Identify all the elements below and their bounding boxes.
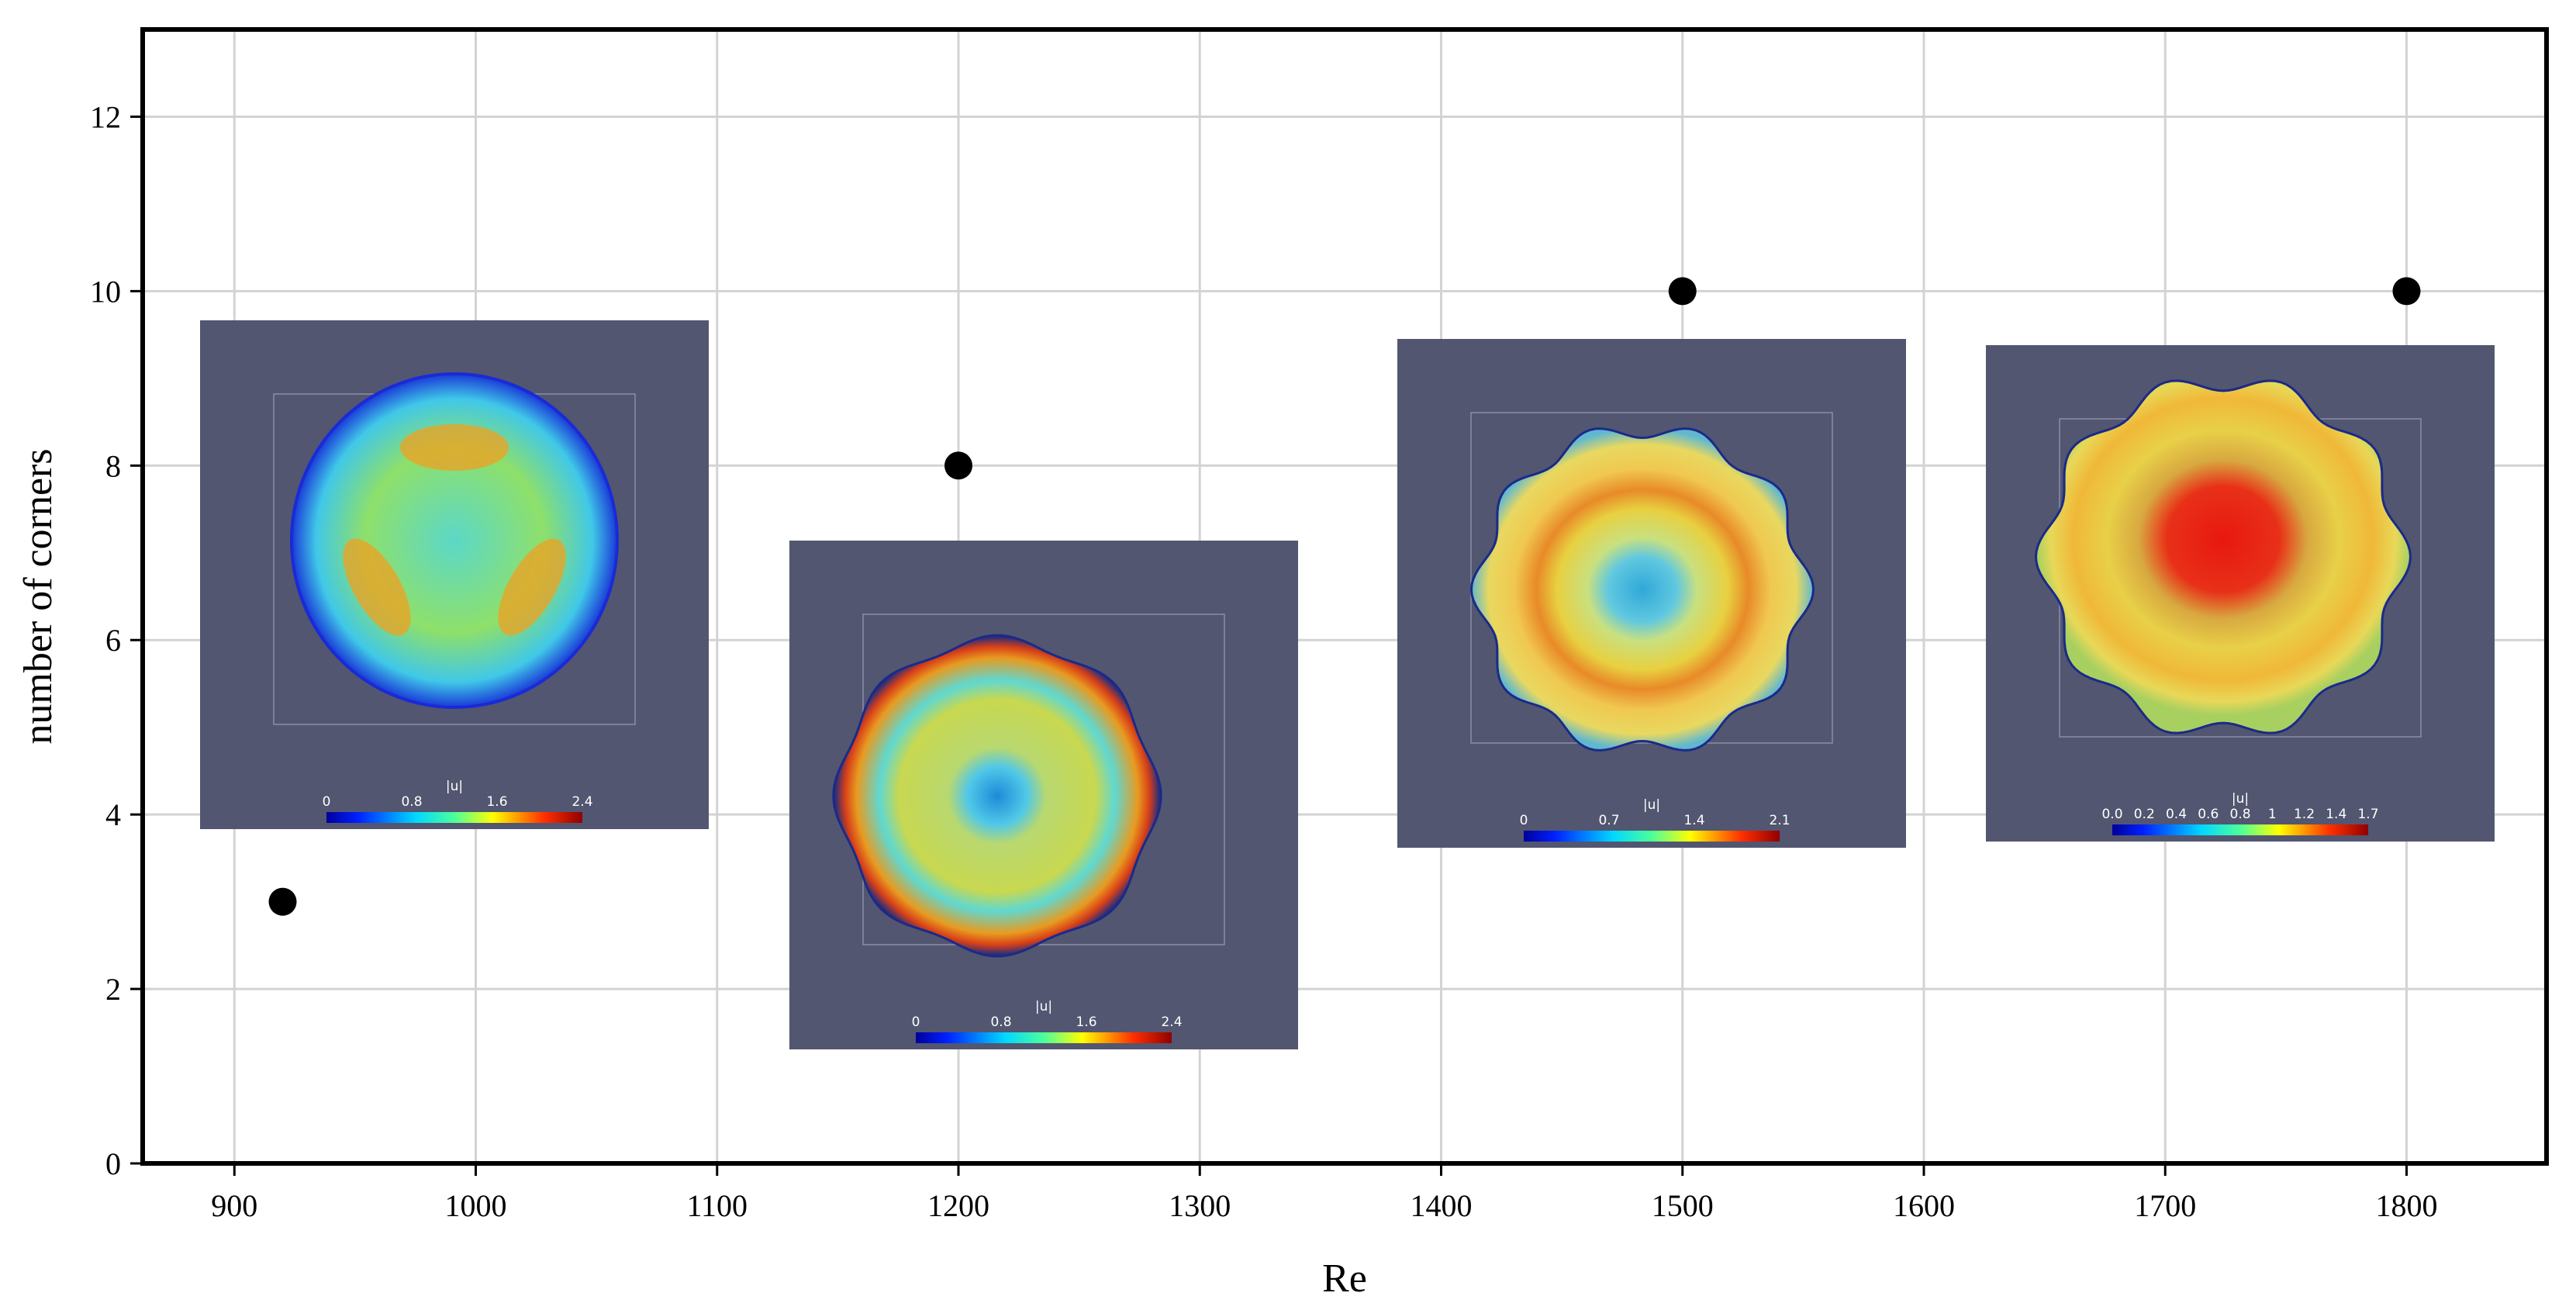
data-point bbox=[1668, 277, 1697, 306]
colorbar-title: |u| bbox=[2232, 791, 2249, 807]
colorbar-tick-label: 0.6 bbox=[2198, 807, 2219, 822]
colorbar-tick-label: 0 bbox=[323, 794, 331, 810]
x-tick-label: 1700 bbox=[2134, 1188, 2196, 1223]
inset-images: |u|0 0.8 1.6 2.4|u|0 0.8 1.6 2.4|u|0 0.7 1.4 2.1|… bbox=[200, 320, 2495, 1049]
colorbar-title: |u| bbox=[1035, 999, 1052, 1014]
y-tick-label: 6 bbox=[105, 623, 121, 658]
plot-frame bbox=[140, 27, 2549, 1166]
y-tick-label: 10 bbox=[90, 274, 121, 309]
y-tick-label: 12 bbox=[90, 99, 121, 134]
y-axis-label: number of corners bbox=[16, 448, 60, 744]
colorbar-tick-label: 0.8 bbox=[990, 1014, 1011, 1030]
x-axis-ticks: 900 1000 1100 1200 1300 1400 1500 1600 1700 1800 bbox=[211, 1163, 2437, 1223]
x-tick-label: 1600 bbox=[1893, 1188, 1955, 1223]
data-point bbox=[268, 887, 297, 916]
x-tick-label: 1300 bbox=[1169, 1188, 1231, 1223]
flow-surface bbox=[832, 634, 1162, 958]
inset-re1800: |u| 0.0 0.2 0.4 0.6 0.8 1 1.2 1.4 1.7 bbox=[1986, 345, 2495, 842]
colorbar bbox=[1524, 831, 1780, 842]
colorbar-title: |u| bbox=[446, 779, 463, 794]
colorbar-tick-label: 0 bbox=[1520, 813, 1528, 828]
flow-surface bbox=[290, 372, 619, 709]
x-tick-label: 1400 bbox=[1410, 1188, 1472, 1223]
flow-lobe bbox=[498, 538, 566, 636]
colorbar-tick-label: 0.8 bbox=[2229, 807, 2250, 822]
flow-lobe bbox=[400, 424, 509, 471]
colorbar bbox=[2112, 824, 2368, 835]
y-tick-label: 0 bbox=[105, 1146, 121, 1181]
colorbar-tick-label: 2.4 bbox=[571, 794, 592, 810]
inset-re920: |u| 0 0.8 1.6 2.4 bbox=[200, 320, 709, 829]
x-tick-label: 1100 bbox=[687, 1188, 748, 1223]
colorbar-tick-label: 0.7 bbox=[1598, 813, 1619, 828]
colorbar-tick-label: 1.4 bbox=[1683, 813, 1704, 828]
y-tick-label: 8 bbox=[105, 448, 121, 483]
y-tick-label: 4 bbox=[105, 797, 121, 832]
flow-surface bbox=[1469, 427, 1815, 752]
data-point bbox=[944, 451, 973, 480]
x-tick-label: 1800 bbox=[2375, 1188, 2437, 1223]
colorbar-tick-label: 0.4 bbox=[2166, 807, 2187, 822]
data-points bbox=[268, 277, 2421, 916]
colorbar-tick-label: 1 bbox=[2268, 807, 2277, 822]
data-point bbox=[2392, 277, 2421, 306]
flow-lobe bbox=[343, 538, 411, 636]
colorbar-tick-label: 0.8 bbox=[401, 794, 422, 810]
colorbar-tick-label: 0.2 bbox=[2134, 807, 2155, 822]
inset-re1500: |u| 0 0.7 1.4 2.1 bbox=[1397, 339, 1906, 848]
colorbar-tick-label: 1.4 bbox=[2326, 807, 2346, 822]
x-tick-label: 900 bbox=[211, 1188, 257, 1223]
colorbar-tick-label: 1.6 bbox=[486, 794, 507, 810]
colorbar bbox=[326, 812, 582, 823]
inset-re1200: |u| 0 0.8 1.6 2.4 bbox=[789, 541, 1298, 1049]
colorbar-title: |u| bbox=[1643, 797, 1660, 813]
colorbar-tick-label: 1.2 bbox=[2294, 807, 2315, 822]
colorbar-tick-label: 2.1 bbox=[1769, 813, 1790, 828]
colorbar-tick-label: 0 bbox=[912, 1014, 920, 1030]
x-tick-label: 1000 bbox=[445, 1188, 507, 1223]
x-axis-label: Re bbox=[1322, 1256, 1367, 1301]
colorbar bbox=[916, 1032, 1172, 1043]
colorbar-tick-label: 1.6 bbox=[1076, 1014, 1096, 1030]
x-tick-label: 1200 bbox=[927, 1188, 989, 1223]
x-tick-label: 1500 bbox=[1652, 1188, 1714, 1223]
colorbar-tick-label: 2.4 bbox=[1161, 1014, 1182, 1030]
flow-surface bbox=[2034, 379, 2412, 734]
colorbar-tick-label: 0.0 bbox=[2101, 807, 2122, 822]
y-tick-label: 2 bbox=[105, 972, 121, 1007]
y-axis-ticks: 0 2 4 6 8 10 12 bbox=[90, 99, 143, 1181]
colorbar-tick-label: 1.7 bbox=[2357, 807, 2378, 822]
